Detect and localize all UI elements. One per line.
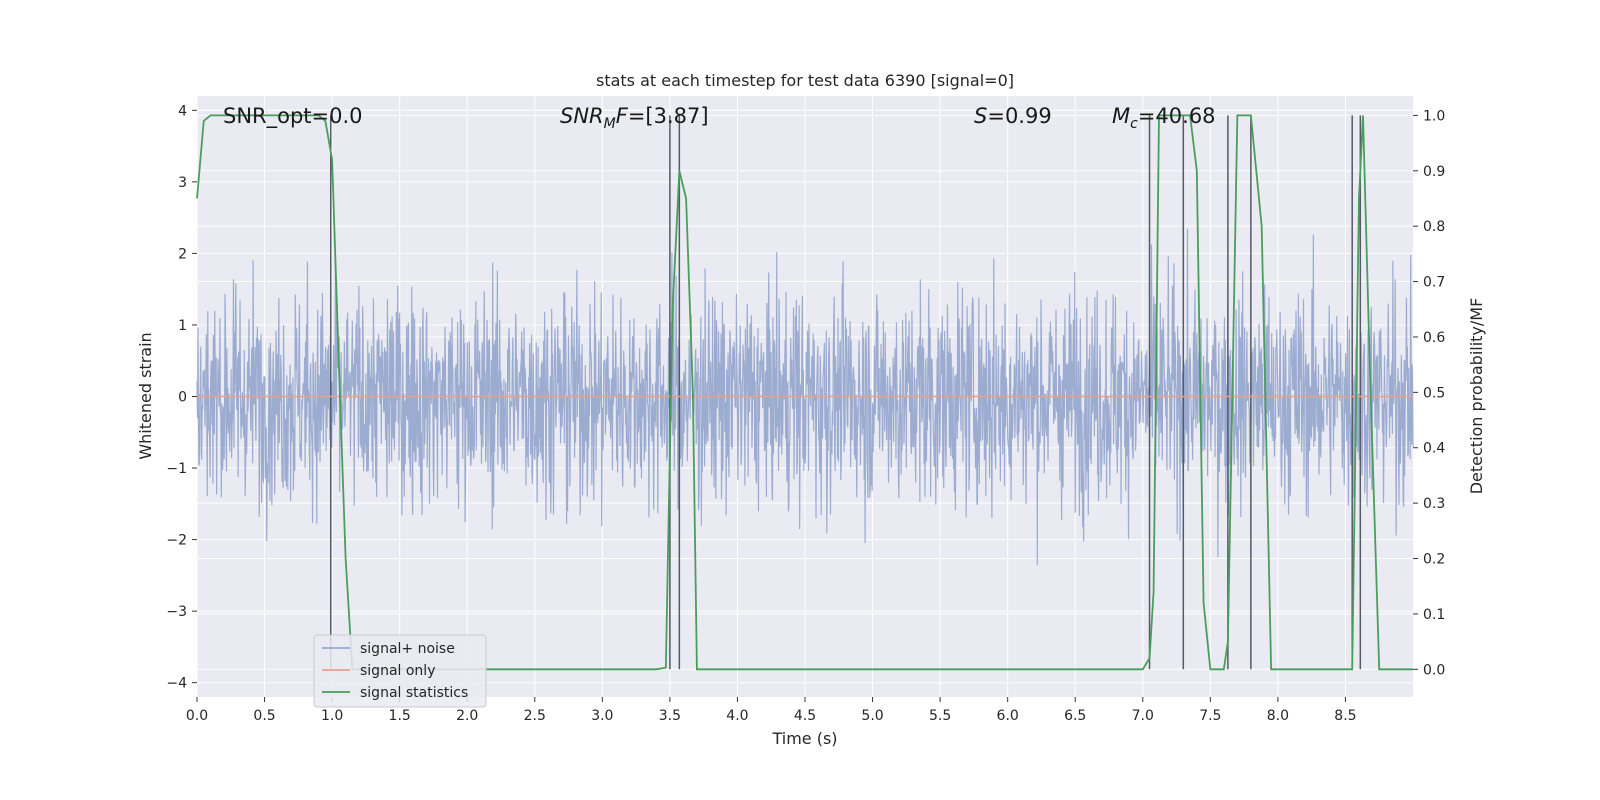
y-tick-label: −2: [166, 533, 187, 549]
x-tick-label: 5.5: [929, 708, 951, 724]
x-tick-label: 2.5: [524, 708, 546, 724]
x-tick-label: 5.0: [861, 708, 883, 724]
x-axis-label: Time (s): [771, 729, 837, 748]
x-axis-ticks: 0.0 0.5 1.0 1.5 2.0 2.5 3.0 3.5 4.0 4.5 5.0 5.5 6.0 6…: [186, 697, 1357, 724]
chart-title: stats at each timestep for test data 639…: [596, 71, 1014, 90]
series-signal-statistics: [196, 114, 1413, 671]
y2-tick-label: 0.3: [1423, 496, 1445, 512]
y2-tick-label: 1.0: [1423, 108, 1445, 124]
annotation-mc: Mc=40.68: [1112, 104, 1216, 132]
y2-tick-label: 0.2: [1423, 552, 1445, 568]
y2-tick-label: 0.4: [1423, 441, 1445, 457]
y-axis-ticks: 4 3 2 1 0 −1 −2 −3 −4: [166, 103, 197, 692]
x-tick-label: 0.0: [186, 708, 208, 724]
x-tick-label: 6.5: [1064, 708, 1086, 724]
y2-tick-label: 0.6: [1423, 330, 1445, 346]
signal-noise-line: [196, 228, 1414, 565]
x-tick-label: 1.5: [389, 708, 411, 724]
y-tick-label: 0: [178, 390, 187, 406]
y2-tick-label: 0.7: [1423, 275, 1445, 291]
x-tick-label: 8.5: [1334, 708, 1356, 724]
y2-tick-label: 0.1: [1423, 607, 1445, 623]
y-tick-label: −3: [166, 604, 187, 620]
y2-tick-label: 0.0: [1423, 662, 1445, 678]
y2-tick-label: 0.5: [1423, 385, 1445, 401]
annotation-snr-mf: SNRMF=[3.87]: [560, 104, 709, 132]
y2-tick-label: 0.8: [1423, 219, 1445, 235]
legend: signal+ noise signal only signal statist…: [313, 634, 487, 708]
legend-box: [313, 634, 487, 708]
x-tick-label: 6.0: [997, 708, 1019, 724]
y2-axis-label: Detection probability/MF: [1467, 298, 1486, 495]
y2-axis-ticks: 1.0 0.9 0.8 0.7 0.6 0.5 0.4 0.3 0.2 0.1 0.0: [1413, 108, 1445, 678]
y-tick-label: −1: [166, 461, 187, 477]
signal-statistics-line: [196, 114, 1413, 671]
series-signal-noise: [196, 228, 1414, 565]
x-tick-label: 3.5: [659, 708, 681, 724]
y2-tick-label: 0.9: [1423, 164, 1445, 180]
x-tick-label: 7.5: [1199, 708, 1221, 724]
x-tick-label: 8.0: [1267, 708, 1289, 724]
legend-label-signal-only: signal only: [360, 663, 435, 679]
x-tick-label: 7.0: [1132, 708, 1154, 724]
y-tick-label: −4: [166, 676, 187, 692]
x-tick-label: 4.5: [794, 708, 816, 724]
x-tick-label: 3.0: [591, 708, 613, 724]
x-tick-label: 1.0: [321, 708, 343, 724]
y-tick-label: 1: [178, 318, 187, 334]
y-tick-label: 2: [178, 246, 187, 262]
vertical-markers: [330, 115, 1362, 670]
y-axis-label: Whitened strain: [136, 332, 155, 459]
legend-label-signal-noise: signal+ noise: [360, 641, 455, 657]
x-tick-label: 2.0: [456, 708, 478, 724]
y-tick-label: 3: [178, 175, 187, 191]
legend-label-signal-statistics: signal statistics: [360, 685, 468, 701]
annotation-s: S=0.99: [974, 104, 1052, 128]
x-tick-label: 0.5: [253, 708, 275, 724]
y-tick-label: 4: [178, 103, 187, 119]
x-tick-label: 4.0: [726, 708, 748, 724]
annotation-snr-opt: SNR_opt=0.0: [223, 104, 363, 129]
